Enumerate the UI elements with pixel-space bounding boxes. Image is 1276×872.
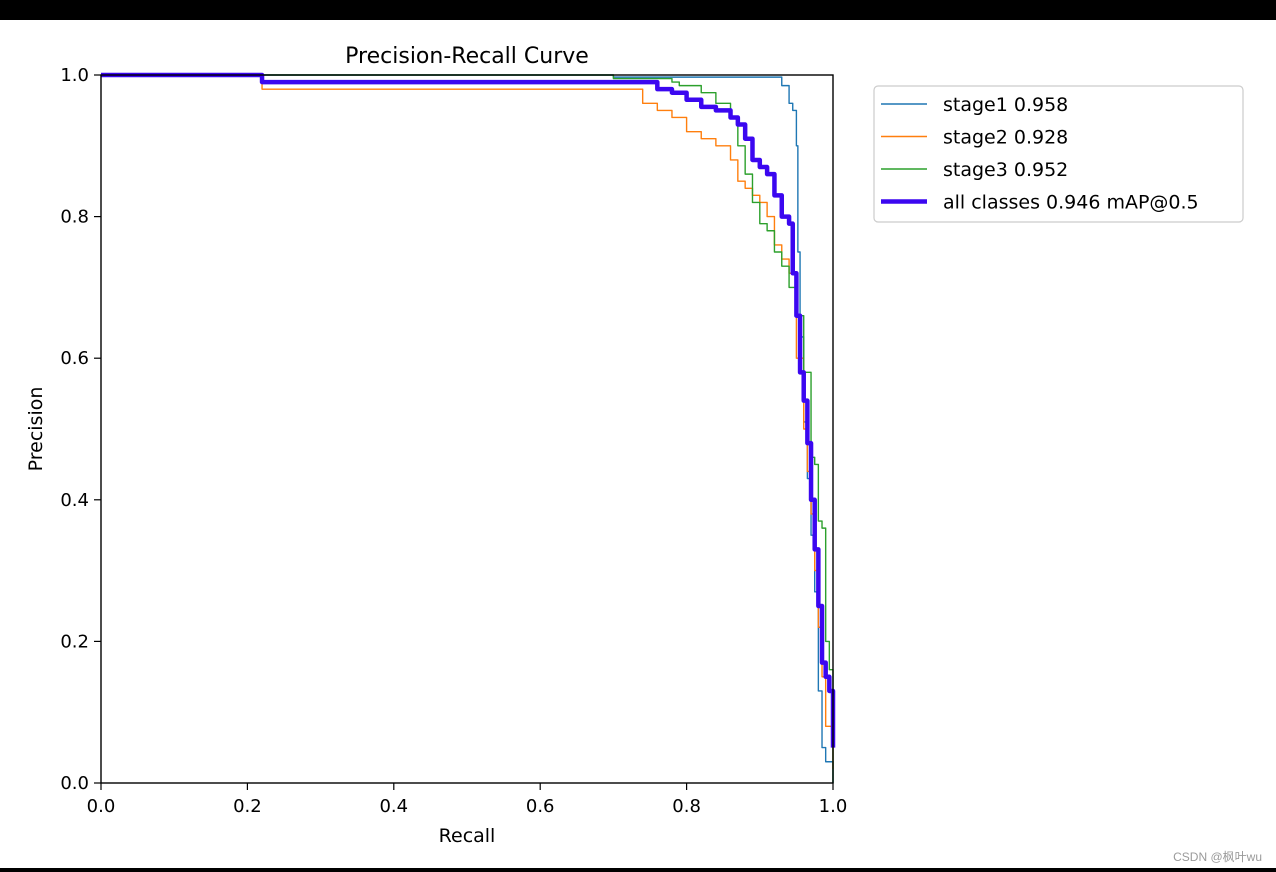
y-tick-label: 1.0 xyxy=(60,65,89,86)
top-black-bar xyxy=(0,0,1276,20)
axes-frame xyxy=(100,74,834,784)
legend-label-3: stage3 0.952 xyxy=(943,159,1068,181)
legend-label-2: stage2 0.928 xyxy=(943,127,1068,149)
y-tick-label: 0.4 xyxy=(60,490,89,511)
y-tick-label: 0.0 xyxy=(60,773,89,794)
legend-box xyxy=(873,85,1244,223)
legend: stage1 0.958 stage2 0.928 stage3 0.952 all … xyxy=(873,85,1244,223)
x-tick-label: 0.6 xyxy=(526,796,555,817)
y-axis-label: Precision xyxy=(25,387,47,472)
series-line-4 xyxy=(101,72,836,748)
series-line-3 xyxy=(101,74,834,783)
legend-label-4: all classes 0.946 mAP@0.5 xyxy=(943,192,1199,214)
x-tick-label: 1.0 xyxy=(819,796,848,817)
series-line-2 xyxy=(101,74,834,769)
chart-title: Precision-Recall Curve xyxy=(345,44,589,69)
x-ticks: 0.0 0.2 0.4 0.6 0.8 1.0 xyxy=(87,783,848,817)
y-tick-label: 0.8 xyxy=(60,207,89,228)
legend-label-1: stage1 0.958 xyxy=(943,94,1068,116)
y-tick-label: 0.6 xyxy=(60,348,89,369)
x-tick-label: 0.2 xyxy=(233,796,262,817)
watermark: CSDN @枫叶wu xyxy=(1173,850,1262,864)
x-tick-label: 0.8 xyxy=(672,796,701,817)
series-layer xyxy=(101,72,836,783)
y-ticks: 0.0 0.2 0.4 0.6 0.8 1.0 xyxy=(60,65,101,794)
bottom-black-bar xyxy=(0,868,1276,872)
x-axis-label: Recall xyxy=(439,825,496,847)
y-tick-label: 0.2 xyxy=(60,631,89,652)
x-tick-label: 0.4 xyxy=(379,796,408,817)
series-line-1 xyxy=(101,74,834,783)
x-tick-label: 0.0 xyxy=(87,796,116,817)
